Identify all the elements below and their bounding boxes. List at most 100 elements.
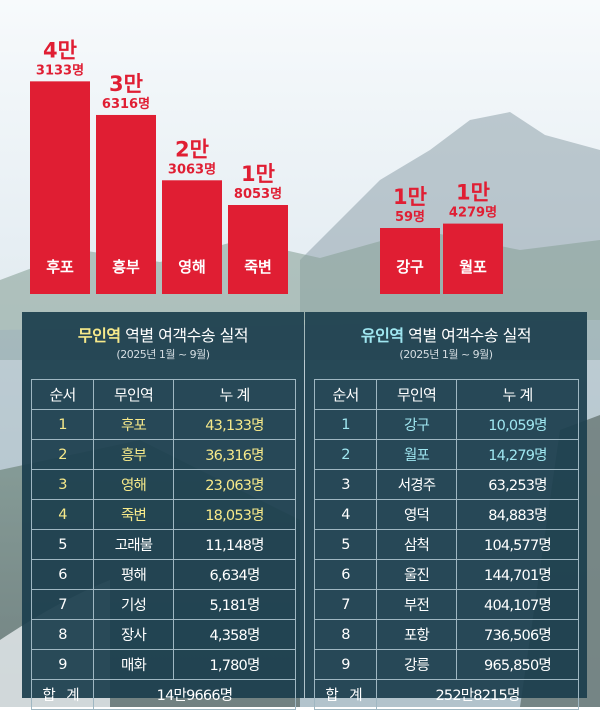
table-row: 1 후포 43,133명 bbox=[31, 409, 296, 440]
panel-subtitle: (2025년 1월 ~ 9월) bbox=[116, 348, 210, 361]
bar-value-label-secondary: 3063명 bbox=[168, 161, 216, 177]
table-total-row: 합 계 14만9666명 bbox=[31, 679, 296, 710]
table-row: 7 기성 5,181명 bbox=[31, 589, 296, 620]
cell-total: 63,253명 bbox=[456, 469, 579, 500]
bar-category-label: 후포 bbox=[46, 258, 74, 276]
cell-station: 기성 bbox=[93, 589, 174, 620]
cell-station: 영해 bbox=[93, 469, 174, 500]
cell-station: 평해 bbox=[93, 559, 174, 590]
panel-subtitle: (2025년 1월 ~ 9월) bbox=[399, 348, 493, 361]
table-header-row: 순서 무인역 누 계 bbox=[314, 379, 579, 410]
header-rank: 순서 bbox=[314, 379, 377, 410]
header-rank: 순서 bbox=[31, 379, 94, 410]
bar bbox=[228, 204, 288, 294]
cell-rank: 8 bbox=[31, 619, 94, 650]
bar bbox=[30, 81, 90, 294]
manned-station-table: 순서 무인역 누 계 1 강구 10,059명 2 월포 14,279명 3 서경주 63,… bbox=[314, 379, 579, 710]
bar-value-label-secondary: 3133명 bbox=[36, 62, 84, 78]
cell-station: 서경주 bbox=[376, 469, 457, 500]
cell-station: 죽변 bbox=[93, 499, 174, 530]
cell-rank: 5 bbox=[31, 529, 94, 560]
table-header-row: 순서 무인역 누 계 bbox=[31, 379, 296, 410]
table-row: 2 월포 14,279명 bbox=[314, 439, 579, 470]
cell-station: 강구 bbox=[376, 409, 457, 440]
cell-total: 404,107명 bbox=[456, 589, 579, 620]
cell-station: 포항 bbox=[376, 619, 457, 650]
bar-value-label-secondary: 6316명 bbox=[102, 96, 150, 112]
cell-rank: 3 bbox=[314, 469, 377, 500]
table-row: 9 강릉 965,850명 bbox=[314, 649, 579, 680]
cell-rank: 3 bbox=[31, 469, 94, 500]
table-row: 9 매화 1,780명 bbox=[31, 649, 296, 680]
cell-rank: 2 bbox=[314, 439, 377, 470]
table-row: 1 강구 10,059명 bbox=[314, 409, 579, 440]
cell-rank: 4 bbox=[314, 499, 377, 530]
panel-title-highlight: 유인역 bbox=[360, 326, 404, 345]
bar-value-label-primary: 1만 bbox=[241, 162, 275, 186]
bar bbox=[162, 180, 222, 294]
table-row: 5 고래불 11,148명 bbox=[31, 529, 296, 560]
cell-total: 11,148명 bbox=[173, 529, 296, 560]
cell-total: 14,279명 bbox=[456, 439, 579, 470]
panel-title: 유인역 역별 여객수송 실적 bbox=[305, 322, 587, 346]
bar-value-label-primary: 4만 bbox=[43, 38, 77, 62]
total-label: 합 계 bbox=[314, 679, 377, 710]
cell-total: 84,883명 bbox=[456, 499, 579, 530]
table-row: 4 영덕 84,883명 bbox=[314, 499, 579, 530]
panel-title-rest: 역별 여객수송 실적 bbox=[120, 326, 249, 345]
cell-station: 장사 bbox=[93, 619, 174, 650]
cell-total: 23,063명 bbox=[173, 469, 296, 500]
bar bbox=[96, 114, 156, 294]
cell-station: 삼척 bbox=[376, 529, 457, 560]
table-row: 2 흥부 36,316명 bbox=[31, 439, 296, 470]
cell-station: 후포 bbox=[93, 409, 174, 440]
bar-value-label-secondary: 8053명 bbox=[234, 186, 282, 202]
table-row: 6 평해 6,634명 bbox=[31, 559, 296, 590]
cell-rank: 1 bbox=[31, 409, 94, 440]
table-row: 7 부전 404,107명 bbox=[314, 589, 579, 620]
header-station: 무인역 bbox=[376, 379, 457, 410]
bar bbox=[443, 223, 503, 294]
cell-station: 울진 bbox=[376, 559, 457, 590]
manned-station-panel: 유인역 역별 여객수송 실적 (2025년 1월 ~ 9월) 순서 무인역 누 … bbox=[305, 312, 587, 710]
cell-rank: 7 bbox=[31, 589, 94, 620]
cell-rank: 9 bbox=[31, 649, 94, 680]
cell-total: 1,780명 bbox=[173, 649, 296, 680]
header-total: 누 계 bbox=[456, 379, 579, 410]
passenger-bar-chart: 후포4만3133명흥부3만6316명영해2만3063명죽변1만8053명강구1만… bbox=[30, 38, 503, 294]
cell-rank: 1 bbox=[314, 409, 377, 440]
cell-rank: 7 bbox=[314, 589, 377, 620]
table-row: 6 울진 144,701명 bbox=[314, 559, 579, 590]
cell-rank: 2 bbox=[31, 439, 94, 470]
table-row: 3 영해 23,063명 bbox=[31, 469, 296, 500]
bar-category-label: 흥부 bbox=[112, 258, 140, 276]
cell-station: 월포 bbox=[376, 439, 457, 470]
cell-rank: 4 bbox=[31, 499, 94, 530]
table-row: 3 서경주 63,253명 bbox=[314, 469, 579, 500]
cell-station: 부전 bbox=[376, 589, 457, 620]
bar-category-label: 죽변 bbox=[244, 258, 272, 276]
cell-station: 강릉 bbox=[376, 649, 457, 680]
total-value: 252만8215명 bbox=[376, 679, 579, 710]
cell-rank: 9 bbox=[314, 649, 377, 680]
panel-title-highlight: 무인역 bbox=[77, 326, 121, 345]
cell-station: 흥부 bbox=[93, 439, 174, 470]
cell-total: 736,506명 bbox=[456, 619, 579, 650]
cell-total: 965,850명 bbox=[456, 649, 579, 680]
cell-total: 5,181명 bbox=[173, 589, 296, 620]
cell-total: 10,059명 bbox=[456, 409, 579, 440]
bar-value-label-primary: 2만 bbox=[175, 137, 209, 161]
table-row: 4 죽변 18,053명 bbox=[31, 499, 296, 530]
panel-title: 무인역 역별 여객수송 실적 bbox=[22, 322, 304, 346]
cell-rank: 5 bbox=[314, 529, 377, 560]
bar-value-label-primary: 1만 bbox=[393, 185, 427, 209]
header-total: 누 계 bbox=[173, 379, 296, 410]
unmanned-station-panel: 무인역 역별 여객수송 실적 (2025년 1월 ~ 9월) 순서 무인역 누 … bbox=[22, 312, 304, 710]
table-row: 5 삼척 104,577명 bbox=[314, 529, 579, 560]
bar bbox=[380, 228, 440, 294]
bar-category-label: 영해 bbox=[178, 258, 206, 276]
bar-value-label-secondary: 4279명 bbox=[449, 205, 497, 221]
cell-station: 매화 bbox=[93, 649, 174, 680]
table-row: 8 장사 4,358명 bbox=[31, 619, 296, 650]
cell-total: 6,634명 bbox=[173, 559, 296, 590]
